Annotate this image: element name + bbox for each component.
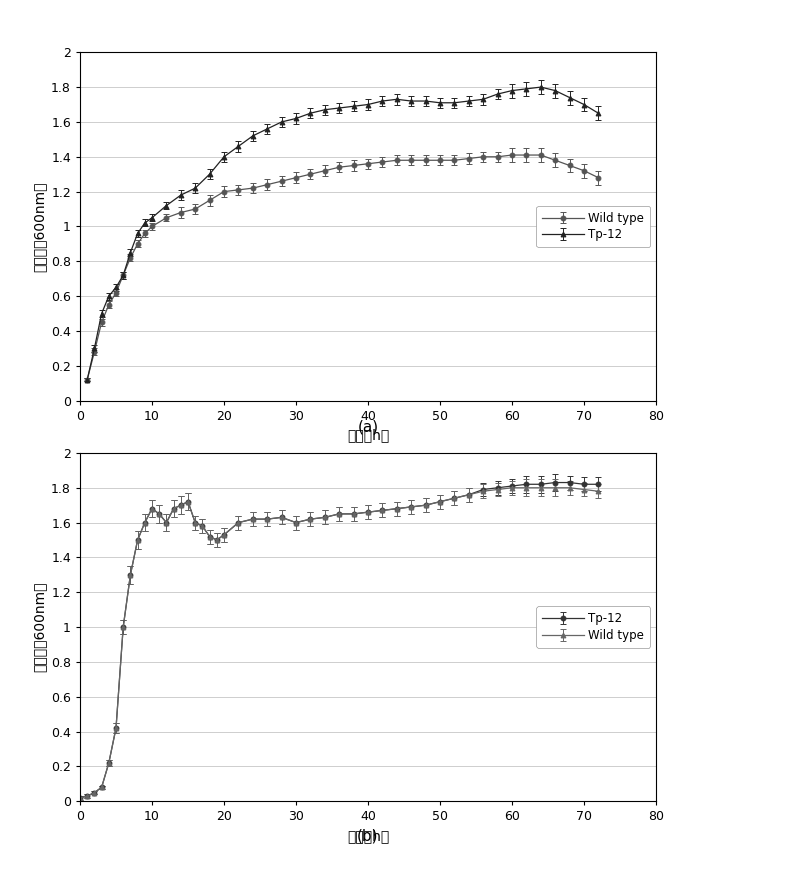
Text: (b): (b) (358, 828, 378, 843)
Legend: Tp-12, Wild type: Tp-12, Wild type (536, 606, 650, 648)
Legend: Wild type, Tp-12: Wild type, Tp-12 (536, 206, 650, 247)
Y-axis label: 吸光度（600nm）: 吸光度（600nm） (33, 181, 47, 272)
Y-axis label: 吸光度（600nm）: 吸光度（600nm） (33, 582, 47, 672)
Text: (a): (a) (358, 419, 378, 434)
X-axis label: 时间（h）: 时间（h） (347, 829, 389, 843)
X-axis label: 时间（h）: 时间（h） (347, 429, 389, 442)
